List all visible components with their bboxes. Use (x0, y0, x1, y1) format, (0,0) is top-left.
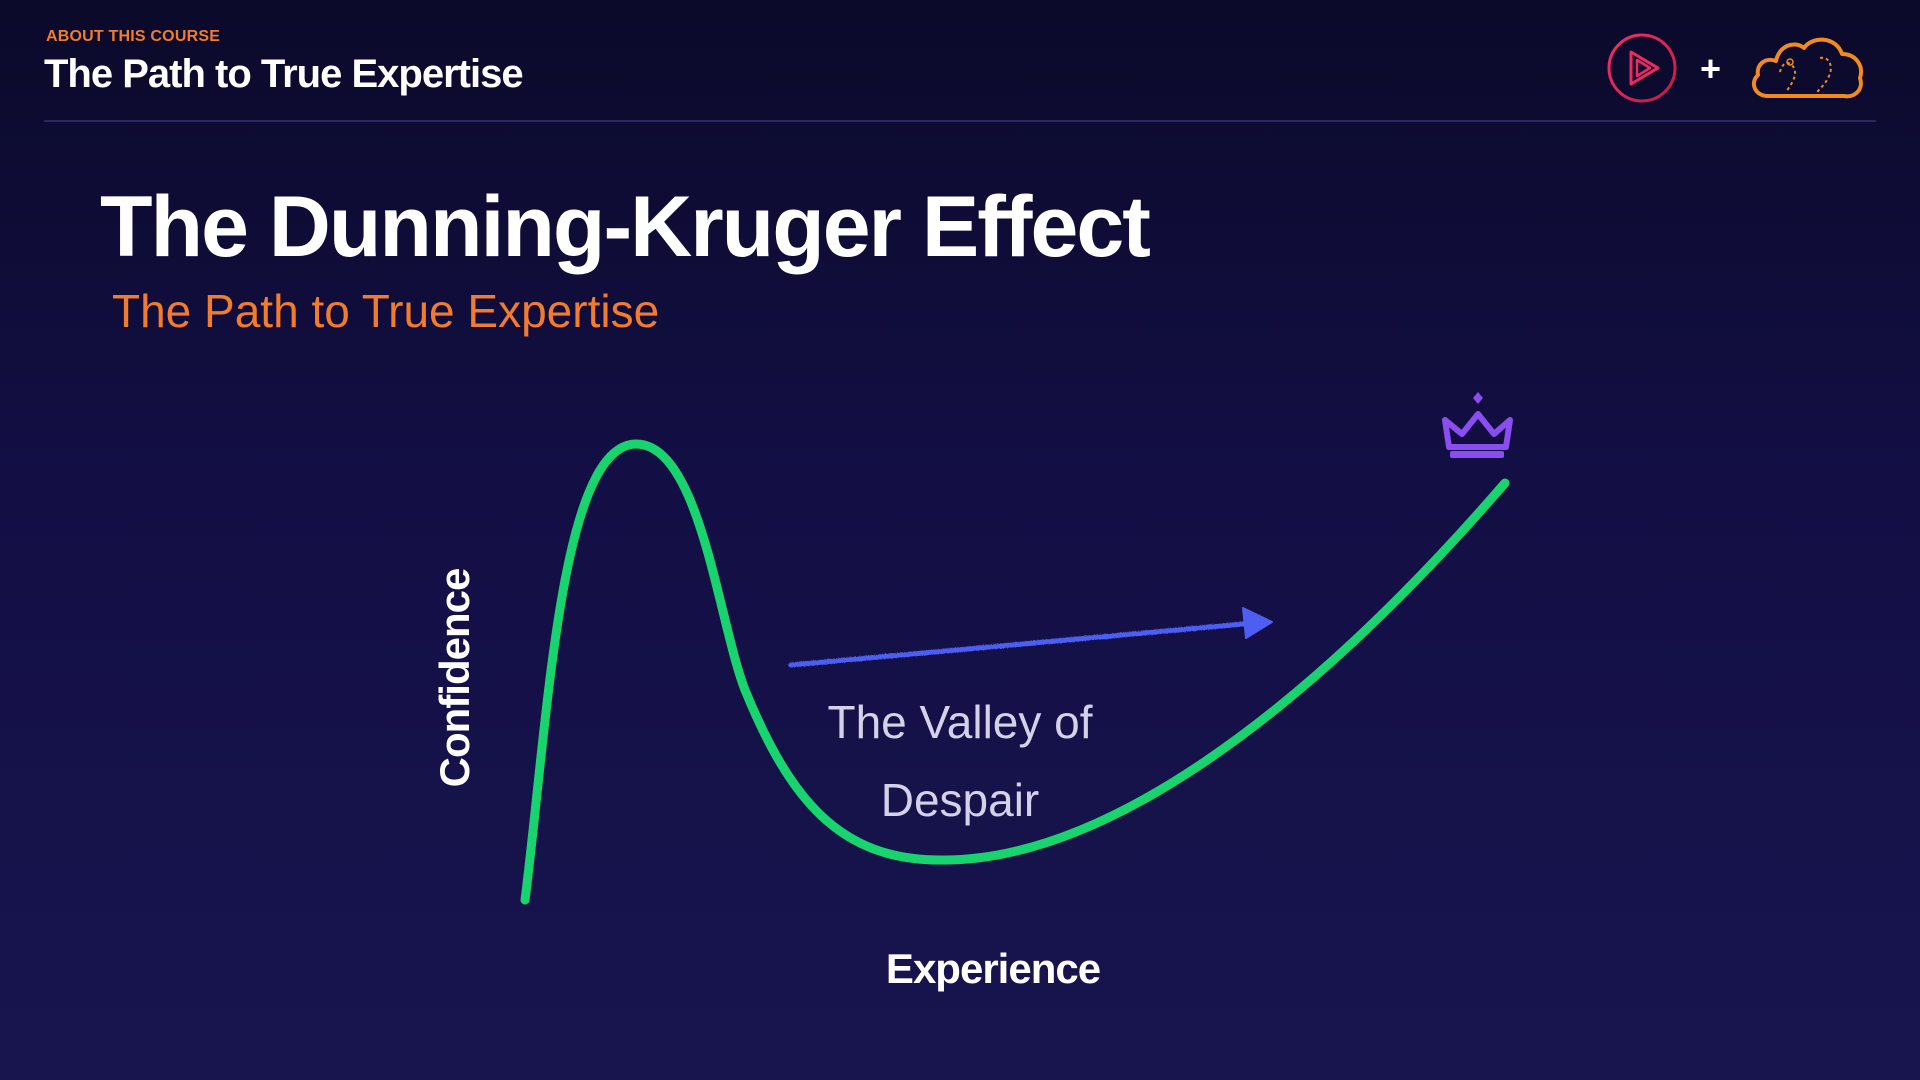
slide-subtitle: The Path to True Expertise (112, 285, 660, 337)
slide-title: The Dunning-Kruger Effect (100, 179, 1151, 275)
play-logo-icon (1607, 33, 1677, 103)
arrow-right-icon (788, 607, 1273, 668)
cloud-logo-icon (1751, 37, 1863, 99)
valley-annotation: The Valley of Despair (790, 683, 1130, 839)
valley-annotation-line2: Despair (880, 774, 1040, 826)
course-title: The Path to True Expertise (44, 52, 524, 96)
x-axis-label: Experience (885, 945, 1101, 992)
course-eyebrow: ABOUT THIS COURSE (46, 28, 221, 45)
crown-icon (1442, 392, 1513, 458)
y-axis-label: Confidence (431, 568, 478, 788)
partner-logos: + (1606, 30, 1876, 110)
slide-header: ABOUT THIS COURSE The Path to True Exper… (44, 24, 1876, 122)
logo-plus: + (1700, 48, 1722, 89)
confidence-curve (520, 439, 1510, 905)
valley-annotation-line1: The Valley of (827, 696, 1093, 748)
